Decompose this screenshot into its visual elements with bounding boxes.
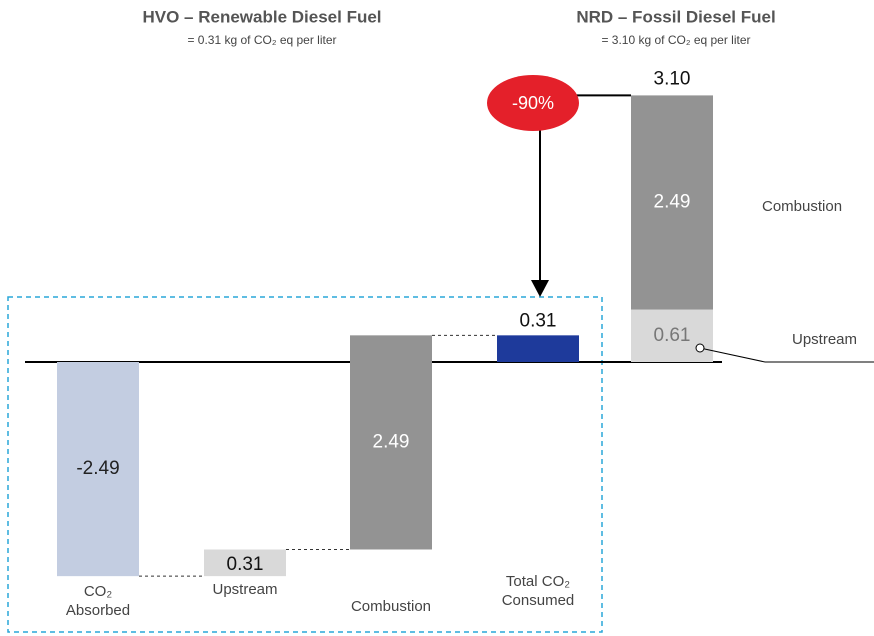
category-label: Upstream <box>212 581 278 598</box>
bar <box>631 309 713 362</box>
group-subtitle: = 3.10 kg of CO₂ eq per liter <box>601 33 750 47</box>
value-label: 2.49 <box>654 191 691 212</box>
group-subtitle: = 0.31 kg of CO₂ eq per liter <box>187 33 336 47</box>
category-label: Combustion <box>350 598 432 615</box>
highlight-box <box>7 296 603 633</box>
pointer <box>699 347 766 363</box>
value-label: 0.61 <box>654 325 691 346</box>
group-title: NRD – Fossil Diesel Fuel <box>576 7 775 26</box>
category-label: Upstream <box>792 331 858 348</box>
annotation-bubble <box>487 75 579 131</box>
annotation: -90% <box>512 93 554 113</box>
arrow-head <box>531 280 549 297</box>
value-label: 0.31 <box>227 554 264 575</box>
value-label: 2.49 <box>373 431 410 452</box>
category-label: CO₂ Absorbed <box>65 583 131 619</box>
bar <box>631 95 713 310</box>
value-label: 0.31 <box>520 310 557 331</box>
category-label: Total CO₂ Consumed <box>501 573 575 609</box>
bar <box>497 335 579 362</box>
pointer-dot <box>695 343 705 353</box>
bar <box>350 335 432 550</box>
group-title: HVO – Renewable Diesel Fuel <box>142 7 381 26</box>
value-label: -2.49 <box>76 458 119 479</box>
category-label: Combustion <box>762 198 843 215</box>
bar <box>57 362 139 577</box>
value-label: 3.10 <box>654 68 691 89</box>
bar <box>204 549 286 577</box>
